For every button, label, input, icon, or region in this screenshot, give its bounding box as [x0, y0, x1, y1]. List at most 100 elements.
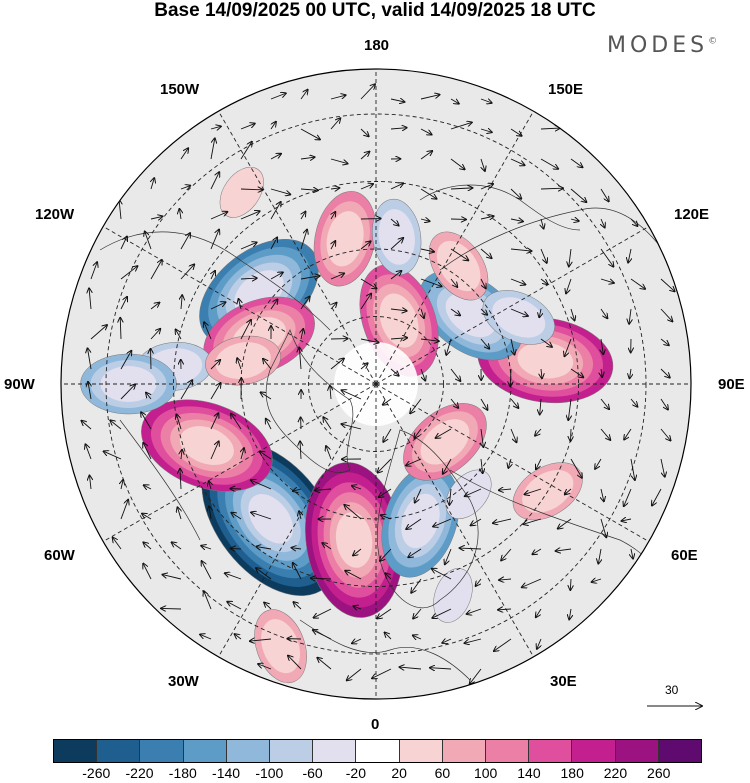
wind-vector: [660, 458, 665, 477]
wind-vector: [566, 278, 572, 293]
wind-vector: [481, 158, 485, 171]
wind-vector: [652, 488, 662, 505]
wind-vector: [443, 458, 452, 474]
wind-vector: [141, 412, 152, 430]
lon-label-150e: 150E: [548, 81, 584, 98]
colorbar-segment: [399, 740, 443, 762]
wind-vector: [494, 638, 512, 651]
wind-vector: [331, 241, 335, 250]
wind-vector: [570, 219, 579, 221]
wind-vector: [210, 360, 220, 370]
wind-vector: [570, 578, 571, 590]
wind-vector: [450, 158, 465, 169]
wind-vector: [660, 398, 668, 410]
wind-vector: [510, 368, 511, 386]
wind-vector: [360, 128, 369, 136]
wind-vector: [390, 338, 407, 339]
wind-vector: [390, 238, 403, 250]
wind-vector: [595, 458, 602, 469]
wind-vector: [432, 569, 452, 580]
wind-vector: [150, 260, 162, 280]
wind-vector: [90, 262, 97, 280]
wind-vector: [300, 189, 318, 190]
wind-vector: [380, 548, 392, 561]
wind-vector: [143, 443, 152, 460]
wind-vector: [535, 428, 542, 436]
wind-vector: [270, 93, 286, 100]
anomaly-center: [433, 568, 473, 623]
wind-vector: [315, 489, 332, 490]
wind-vector: [330, 95, 346, 100]
colorbar-segment: [529, 740, 573, 762]
wind-vector: [360, 278, 376, 288]
wind-vector: [90, 325, 107, 340]
wind-vector: [178, 507, 181, 520]
wind-vector: [510, 249, 531, 251]
wind-vector: [510, 128, 522, 136]
brand-logo: MODES©: [607, 33, 717, 58]
colorbar-segment: [313, 740, 357, 762]
wind-vector: [501, 548, 512, 560]
wind-vector: [390, 309, 407, 311]
wind-vector: [470, 668, 482, 684]
wind-vector: [330, 158, 348, 164]
wind-vector: [558, 518, 572, 529]
latitude-circle: [173, 181, 579, 587]
wind-vector: [120, 351, 131, 370]
wind-vector: [460, 548, 482, 549]
colorbar-segment: [270, 740, 314, 762]
wind-vector: [480, 278, 486, 288]
wind-vector: [345, 571, 362, 580]
lon-label-150w: 150W: [160, 81, 200, 98]
wind-vector: [571, 308, 575, 320]
wind-vector: [180, 148, 188, 160]
wind-vector: [237, 358, 241, 370]
wind-vector: [480, 216, 494, 219]
wind-vector: [204, 322, 212, 340]
wind-vector: [347, 668, 362, 680]
wind-vector: [151, 178, 154, 190]
wind-vector: [413, 635, 422, 639]
wind-vector: [499, 579, 512, 580]
wind-vector: [510, 278, 525, 285]
wind-vector: [480, 184, 493, 190]
colorbar-tick-label: -260: [82, 765, 111, 781]
wind-vector: [271, 122, 276, 130]
vector-scale-label: 30: [665, 683, 679, 697]
wind-vector: [176, 329, 182, 340]
wind-vector: [144, 485, 152, 489]
wind-vector: [390, 218, 399, 226]
wind-vector: [601, 368, 602, 377]
colorbar-segment: [442, 740, 487, 762]
colorbar-tick-label: 140: [517, 765, 541, 781]
wind-vector: [377, 608, 392, 618]
wind-vector: [450, 188, 472, 189]
wind-vector: [354, 606, 362, 609]
lon-label-120e: 120E: [674, 206, 710, 223]
wind-vector: [293, 602, 302, 610]
wind-vector: [540, 248, 547, 263]
wind-vector: [436, 428, 452, 438]
wind-vector: [150, 303, 159, 310]
wind-vector: [628, 248, 631, 263]
wind-vector: [231, 414, 242, 430]
wind-vector: [352, 639, 362, 643]
wind-vector: [420, 128, 432, 135]
colorbar-tick-label: 60: [434, 765, 451, 781]
wind-vector: [421, 308, 424, 318]
wind-vector: [411, 578, 422, 593]
colorbar-segment: [140, 740, 184, 762]
wind-vector: [372, 668, 392, 678]
wind-vector: [390, 183, 403, 190]
wind-vector: [120, 297, 127, 310]
wind-vector: [414, 428, 422, 438]
wind-vector: [433, 518, 452, 527]
colorbar: [53, 739, 702, 763]
wind-vector: [89, 288, 91, 310]
wind-vector: [493, 518, 512, 523]
wind-vector: [240, 242, 257, 250]
colorbar-segment: [97, 740, 141, 762]
wind-vector: [143, 564, 152, 580]
meridian-line: [102, 226, 377, 385]
